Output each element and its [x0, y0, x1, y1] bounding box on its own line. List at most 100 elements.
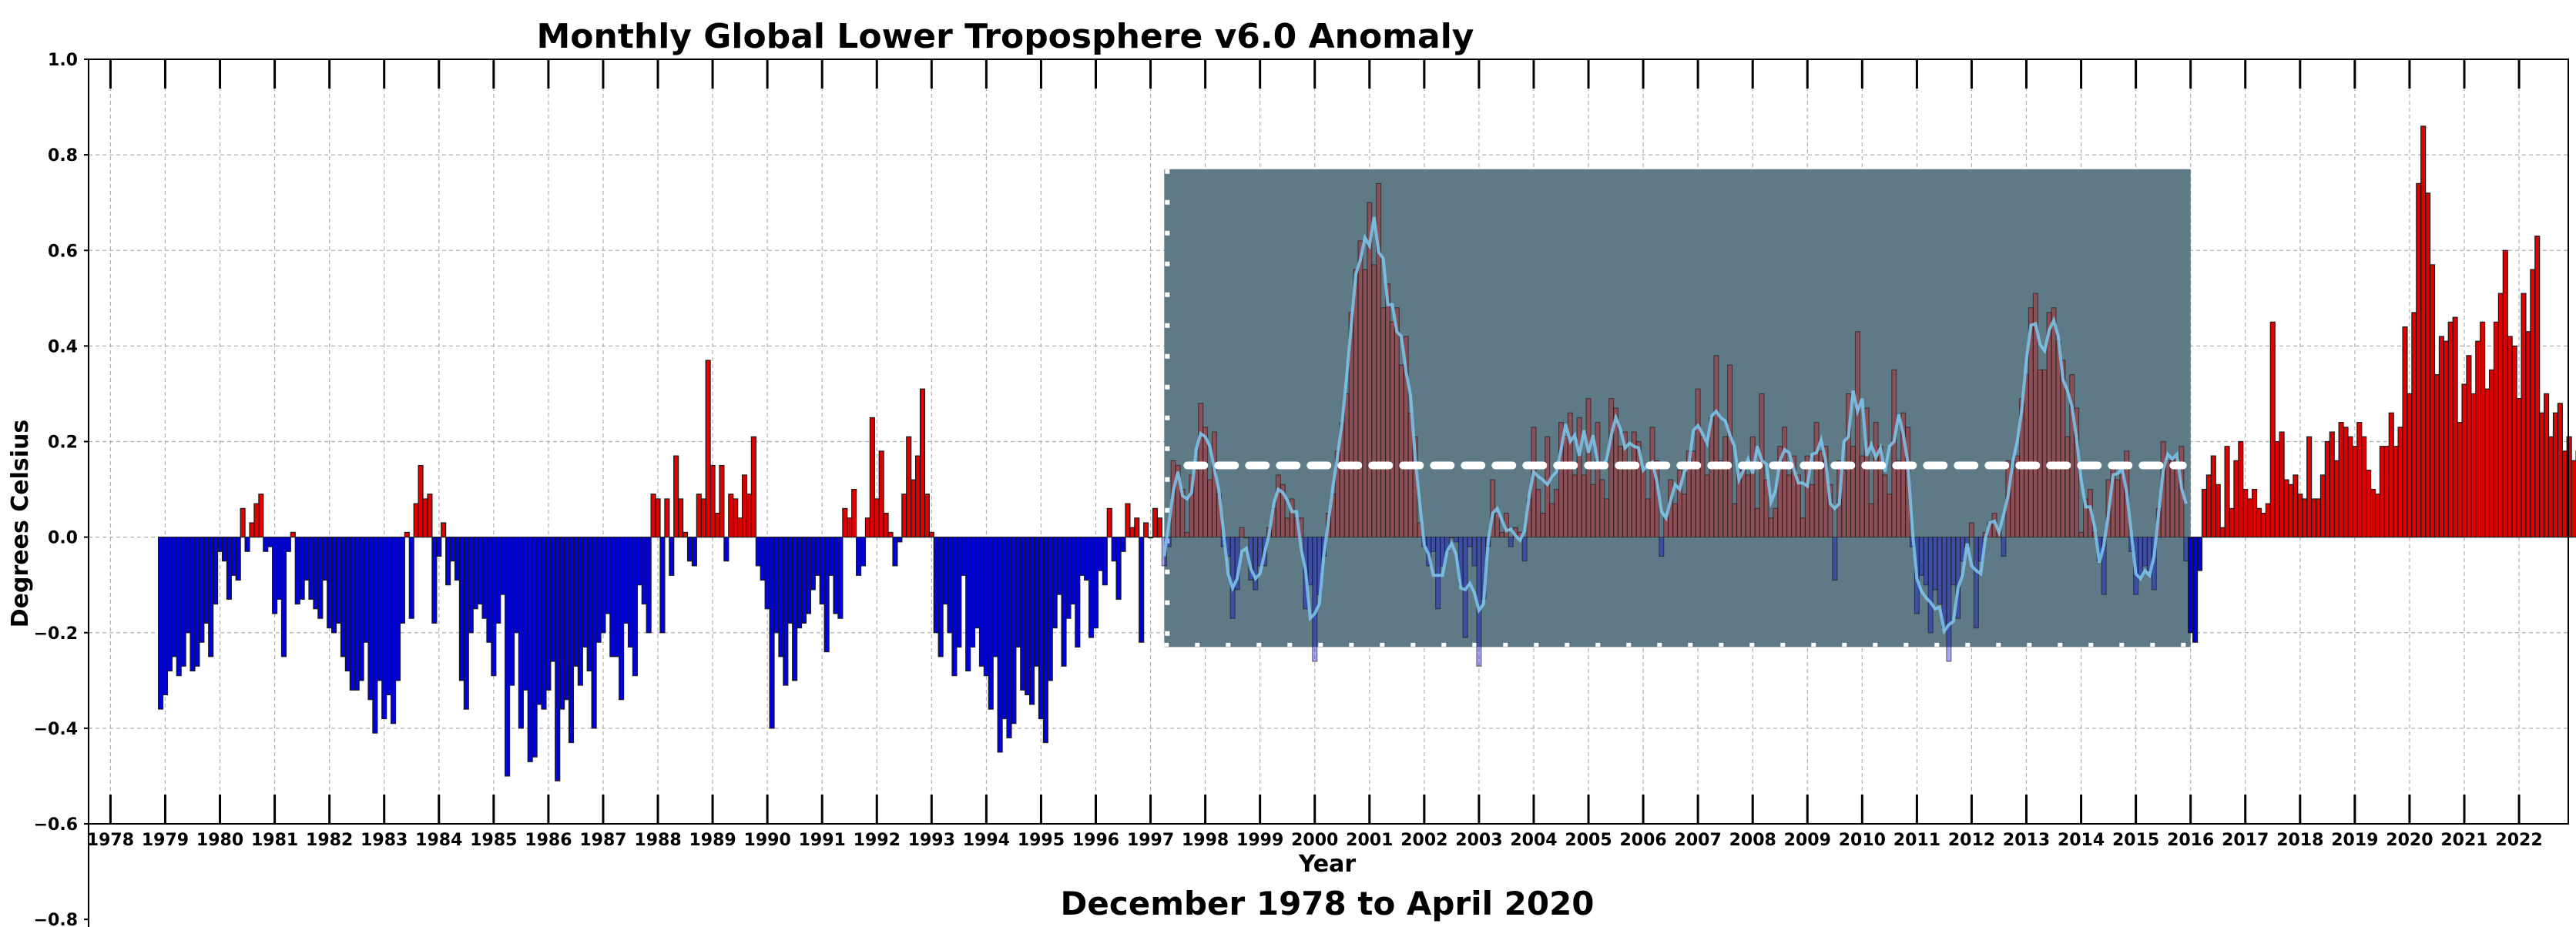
- bar: [481, 537, 488, 619]
- bar: [1471, 537, 1478, 567]
- bar: [377, 537, 383, 681]
- bar: [1229, 537, 1236, 619]
- bar: [2265, 503, 2271, 538]
- bar: [290, 531, 296, 538]
- bar: [427, 494, 433, 538]
- bar: [522, 537, 528, 691]
- bar: [1253, 537, 1259, 591]
- bar: [1595, 422, 1601, 538]
- bar: [367, 537, 374, 701]
- bar: [1863, 407, 1870, 538]
- bar: [235, 537, 241, 581]
- bar: [1850, 446, 1857, 538]
- bar: [2288, 484, 2294, 538]
- bar: [1608, 398, 1615, 538]
- bar: [924, 494, 930, 538]
- bar: [997, 537, 1003, 753]
- bar: [851, 488, 857, 538]
- bar: [1809, 484, 1815, 538]
- bar: [413, 503, 419, 538]
- bar: [978, 537, 985, 667]
- bar: [1431, 537, 1437, 552]
- bar: [810, 537, 816, 591]
- y-tick-label: −0.8: [34, 911, 78, 927]
- bar: [2210, 455, 2216, 538]
- y-tick-label: 1.0: [48, 51, 78, 70]
- bar: [194, 537, 200, 667]
- bar: [1672, 503, 1679, 538]
- bar: [787, 537, 793, 624]
- bar: [1941, 537, 1947, 629]
- bar: [2480, 321, 2486, 538]
- bar: [1599, 479, 1605, 538]
- bar: [1047, 537, 1053, 681]
- x-tick-label: 1989: [689, 831, 736, 850]
- bar: [595, 537, 602, 643]
- bar: [696, 494, 702, 538]
- bar: [2374, 494, 2381, 538]
- bar: [1709, 417, 1715, 538]
- bar: [883, 512, 889, 538]
- bar: [2452, 316, 2458, 538]
- bar: [545, 537, 552, 691]
- bar: [463, 537, 469, 710]
- bar: [847, 517, 853, 538]
- bar: [294, 537, 300, 605]
- bar: [2547, 436, 2554, 538]
- bar: [1038, 537, 1044, 720]
- bar: [1813, 422, 1820, 538]
- bar: [468, 537, 474, 634]
- bar: [1111, 537, 1117, 562]
- x-tick-label: 1998: [1182, 831, 1229, 850]
- bar: [1968, 522, 1975, 538]
- bar: [185, 537, 191, 634]
- bar: [2516, 398, 2522, 538]
- bar: [874, 498, 880, 538]
- bar: [449, 537, 456, 562]
- bar: [988, 537, 994, 710]
- bar: [299, 537, 305, 600]
- bar: [1937, 537, 1943, 605]
- x-tick-label: 2020: [2386, 831, 2433, 850]
- bar: [1554, 488, 1560, 538]
- bar: [171, 537, 177, 658]
- bar: [2561, 450, 2568, 538]
- bar: [714, 512, 720, 538]
- bar: [814, 537, 820, 576]
- bar: [659, 537, 666, 634]
- bar: [2219, 527, 2225, 538]
- bar: [1545, 436, 1551, 538]
- bar: [1854, 331, 1860, 538]
- x-tick-label: 2009: [1784, 831, 1831, 850]
- bar: [1571, 474, 1578, 538]
- bar: [965, 537, 971, 671]
- bar: [2046, 312, 2052, 538]
- bar: [1052, 537, 1058, 629]
- bar: [491, 537, 497, 677]
- bar: [276, 537, 283, 600]
- bar: [947, 537, 953, 634]
- bar: [800, 537, 807, 624]
- chart-title: Monthly Global Lower Troposphere v6.0 An…: [537, 17, 1474, 56]
- bar: [2319, 474, 2326, 538]
- bar: [682, 531, 689, 538]
- bar: [564, 537, 570, 701]
- bar: [2497, 293, 2504, 538]
- bar: [837, 537, 844, 619]
- bar: [2411, 312, 2417, 538]
- bar: [431, 537, 438, 624]
- bar: [2269, 321, 2276, 538]
- bar: [1143, 522, 1149, 538]
- bar: [158, 537, 164, 710]
- bar: [709, 464, 716, 538]
- bar: [2037, 369, 2043, 538]
- bar: [1590, 484, 1596, 538]
- bar: [304, 537, 310, 581]
- bar: [951, 537, 958, 677]
- bar: [2557, 403, 2563, 538]
- bar: [2064, 436, 2071, 538]
- x-tick-label: 1986: [525, 831, 572, 850]
- bar: [1932, 537, 1938, 591]
- bar: [1923, 537, 1929, 586]
